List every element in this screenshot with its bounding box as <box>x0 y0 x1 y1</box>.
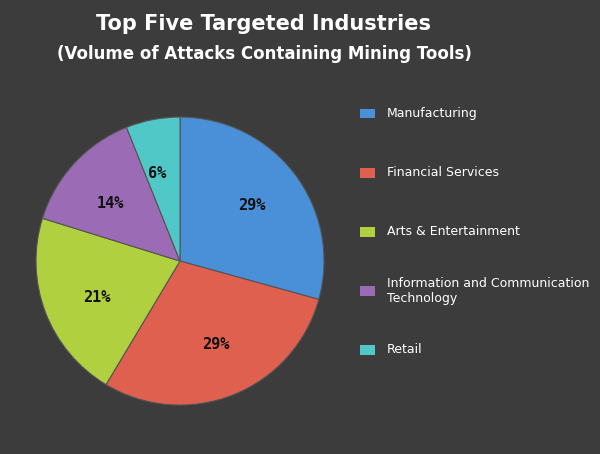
Wedge shape <box>43 128 180 261</box>
Wedge shape <box>127 117 180 261</box>
Text: 21%: 21% <box>83 290 110 305</box>
Wedge shape <box>36 218 180 385</box>
Wedge shape <box>106 261 319 405</box>
Text: (Volume of Attacks Containing Mining Tools): (Volume of Attacks Containing Mining Too… <box>56 45 472 64</box>
Text: 29%: 29% <box>238 198 265 213</box>
Text: Arts & Entertainment: Arts & Entertainment <box>387 225 520 238</box>
Text: Manufacturing: Manufacturing <box>387 107 478 120</box>
Wedge shape <box>180 117 324 300</box>
Text: 14%: 14% <box>97 196 124 211</box>
Text: Top Five Targeted Industries: Top Five Targeted Industries <box>97 14 431 34</box>
Text: Retail: Retail <box>387 343 422 356</box>
Text: 29%: 29% <box>202 337 230 352</box>
Text: Information and Communication
Technology: Information and Communication Technology <box>387 276 589 305</box>
Text: 6%: 6% <box>148 166 167 181</box>
Text: Financial Services: Financial Services <box>387 166 499 179</box>
